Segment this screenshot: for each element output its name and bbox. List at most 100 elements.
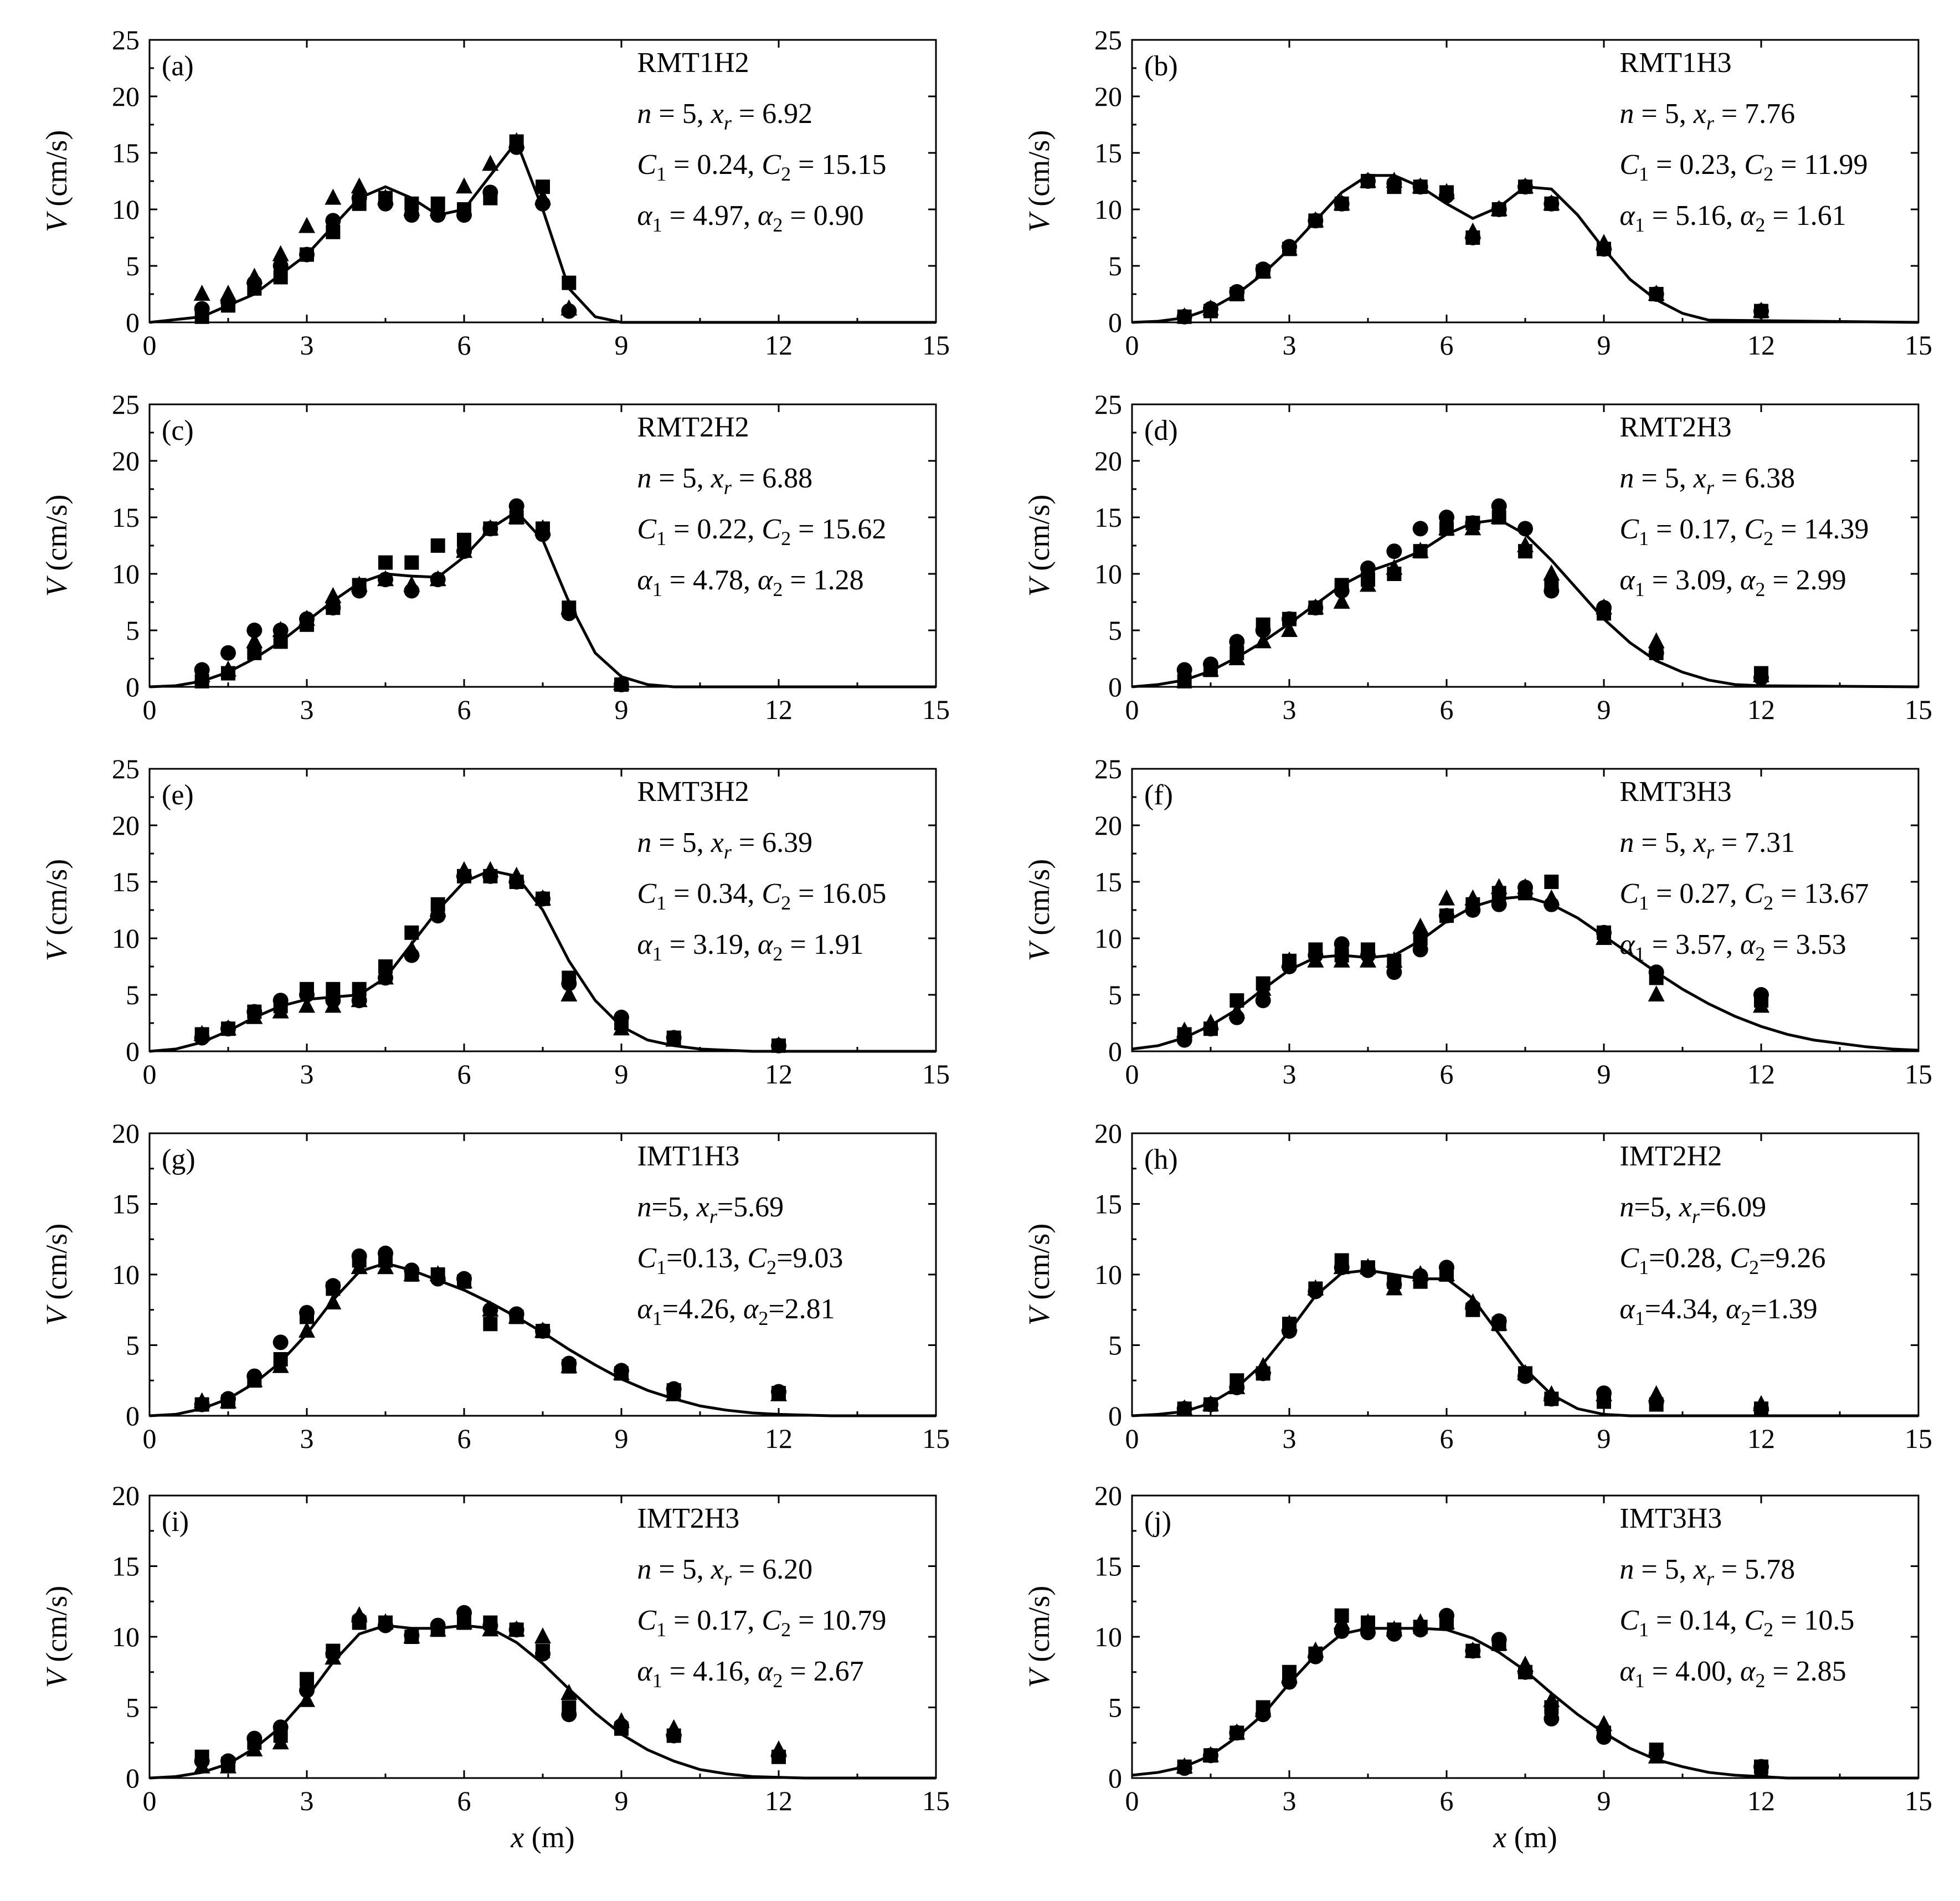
data-point-circle — [1386, 176, 1402, 192]
data-point-circle — [535, 1323, 551, 1339]
data-point-circle — [1412, 179, 1428, 195]
fit-parameter-text: C1​ = 0.14, C2​ = 10.5 — [1619, 1605, 1854, 1641]
data-point-circle — [1648, 1394, 1664, 1410]
y-tick-label: 0 — [126, 671, 140, 702]
data-point-triangle — [1412, 542, 1429, 558]
y-tick-label: 15 — [112, 502, 140, 533]
data-point-circle — [1517, 1664, 1533, 1680]
data-point-circle — [194, 301, 210, 317]
y-axis-title: V (cm/s) — [1022, 1586, 1056, 1688]
y-tick-label: 25 — [112, 389, 140, 420]
fit-curve — [1131, 895, 1919, 1052]
plot-frame — [1131, 768, 1920, 1052]
data-point-circle — [1360, 947, 1376, 963]
data-point-circle — [561, 303, 577, 319]
data-point-circle — [1412, 1268, 1428, 1284]
data-point-circle — [1753, 1401, 1769, 1417]
data-point-circle — [614, 676, 629, 692]
data-point-circle — [1465, 230, 1481, 245]
data-point-circle — [1360, 1262, 1376, 1278]
data-point-circle — [1334, 196, 1350, 212]
x-tick-label: 9 — [615, 1059, 629, 1090]
data-point-circle — [351, 993, 367, 1009]
y-axis-title: V (cm/s) — [40, 495, 73, 597]
data-point-square — [430, 538, 445, 553]
data-point-triangle — [377, 1258, 394, 1275]
data-point-circle — [1334, 1260, 1350, 1276]
data-point-circle — [1176, 1032, 1192, 1048]
data-point-circle — [1282, 1674, 1297, 1690]
y-tick-label: 0 — [126, 307, 140, 338]
chart-panel-d: 0 3 6 9 12 15 0 5 10 15 20 25 V (cm/s) (d) RMT2H3 n = 5… — [1022, 389, 1932, 725]
y-tick-label: 0 — [126, 1763, 140, 1794]
y-tick-label: 10 — [112, 1259, 140, 1290]
data-point-circle — [220, 294, 236, 310]
data-point-circle — [456, 868, 472, 884]
data-point-circle — [1596, 924, 1612, 941]
fit-parameter-text: C1​ = 0.22, C2​ = 15.62 — [637, 513, 886, 549]
data-point-triangle — [534, 1627, 551, 1643]
data-point-triangle — [193, 285, 210, 301]
data-point-circle — [299, 1304, 315, 1321]
data-point-circle — [1229, 634, 1245, 650]
chart-panel-a: 0 3 6 9 12 15 0 5 10 15 20 25 V (cm/s) (a) RMT1H2 n = 5… — [40, 24, 950, 361]
y-tick-label: 15 — [1094, 1551, 1122, 1582]
data-point-circle — [1439, 510, 1454, 525]
x-tick-label: 3 — [300, 1059, 314, 1090]
data-point-circle — [535, 526, 551, 542]
fit-parameter-text: α1​ = 4.16, α2​ = 2.67 — [637, 1656, 863, 1692]
data-point-triangle — [1648, 632, 1665, 649]
data-point-circle — [1203, 1396, 1218, 1412]
data-point-circle — [1753, 987, 1769, 1003]
data-point-triangle — [272, 245, 289, 261]
data-point-circle — [194, 1753, 210, 1769]
y-tick-label: 15 — [1094, 502, 1122, 533]
fit-parameter-text: C1​=0.13, C2​=9.03 — [637, 1242, 843, 1278]
data-point-circle — [272, 1719, 289, 1735]
y-axis-title: V (cm/s) — [40, 1224, 73, 1325]
data-point-circle — [535, 1646, 551, 1662]
data-point-triangle — [272, 1733, 289, 1750]
data-point-triangle — [299, 996, 315, 1013]
data-point-square — [404, 925, 419, 940]
data-point-circle — [1229, 284, 1245, 300]
x-tick-label: 3 — [300, 694, 314, 725]
fit-parameter-text: C1​ = 0.24, C2​ = 15.15 — [637, 149, 886, 185]
data-point-circle — [246, 1004, 263, 1020]
chart-panel-j: 0 3 6 9 12 15 0 5 10 15 20 V (cm/s) x (m) (j) IMT3H3 n … — [1022, 1480, 1932, 1854]
data-point-circle — [404, 1627, 420, 1643]
data-point-circle — [404, 947, 420, 963]
panel-label: (b) — [1144, 50, 1178, 82]
test-name: IMT1H3 — [637, 1140, 739, 1172]
y-axis-title: V (cm/s) — [1022, 1224, 1056, 1325]
y-tick-label: 20 — [1094, 81, 1122, 112]
x-tick-label: 15 — [1905, 330, 1932, 361]
x-tick-label: 15 — [1905, 1059, 1932, 1090]
x-tick-label: 6 — [1440, 1785, 1454, 1816]
data-point-triangle — [1543, 564, 1560, 580]
data-point-triangle — [246, 1740, 263, 1756]
data-point-circle — [404, 1262, 420, 1278]
data-point-circle — [325, 1278, 341, 1294]
data-point-circle — [430, 207, 446, 223]
x-tick-label: 9 — [615, 330, 629, 361]
y-tick-label: 5 — [126, 250, 140, 281]
data-point-circle — [194, 1396, 210, 1412]
data-point-circle — [561, 605, 577, 621]
data-point-triangle — [272, 1002, 289, 1019]
data-point-circle — [1334, 1623, 1350, 1639]
x-tick-label: 6 — [457, 330, 471, 361]
x-tick-label: 3 — [1283, 330, 1297, 361]
data-point-circle — [1176, 1760, 1192, 1776]
chart-panel-e: 0 3 6 9 12 15 0 5 10 15 20 25 V (cm/s) (e) RMT3H2 n = 5… — [40, 753, 950, 1090]
data-point-circle — [1308, 1283, 1324, 1299]
data-point-circle — [1282, 1323, 1297, 1339]
data-point-circle — [1386, 1276, 1402, 1292]
data-point-circle — [404, 583, 420, 599]
fit-parameter-text: C1​=0.28, C2​=9.26 — [1619, 1242, 1825, 1278]
data-point-circle — [325, 993, 341, 1009]
data-point-circle — [1648, 286, 1664, 302]
data-point-circle — [194, 1030, 210, 1046]
data-point-circle — [456, 543, 472, 559]
data-point-circle — [1360, 1625, 1376, 1641]
